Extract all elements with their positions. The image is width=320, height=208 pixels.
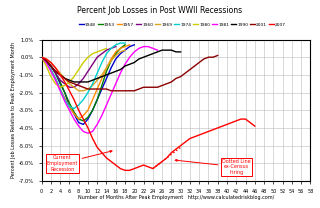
Legend: 1948, 1953, 1957, 1960, 1969, 1974, 1980, 1981, 1990, 2001, 2007: 1948, 1953, 1957, 1960, 1969, 1974, 1980… [77, 21, 288, 29]
Text: Current
Employment
Recession: Current Employment Recession [47, 150, 112, 172]
Text: Percent Job Losses in Post WWII Recessions: Percent Job Losses in Post WWII Recessio… [77, 6, 243, 15]
Y-axis label: Percent Job Losses Relative to Peak Employment Month: Percent Job Losses Relative to Peak Empl… [11, 42, 16, 178]
Text: Dotted Line
ex-Census
hiring: Dotted Line ex-Census hiring [175, 158, 251, 175]
X-axis label: Number of Months After Peak Employment   http://www.calculatedriskblog.com/: Number of Months After Peak Employment h… [78, 195, 274, 200]
